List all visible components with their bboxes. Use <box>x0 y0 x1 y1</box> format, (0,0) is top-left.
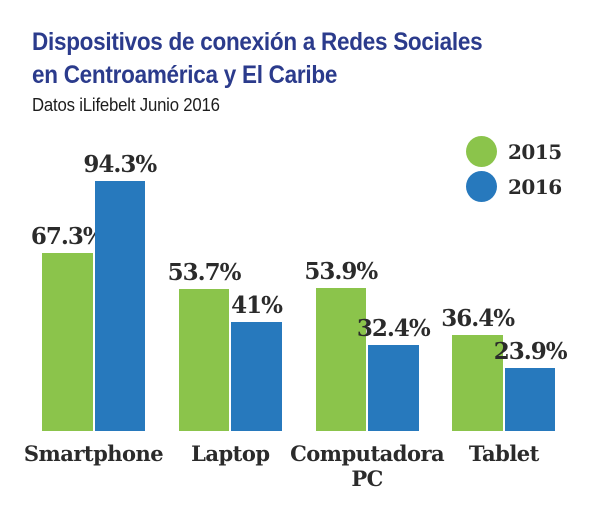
bar-group-laptop: 53.7% 41% <box>168 261 283 431</box>
category-label-tablet: Tablet <box>468 441 539 466</box>
bar-2015 <box>178 288 230 431</box>
bar-value-label: 23.9% <box>493 337 568 365</box>
bar-column: 41% <box>231 292 283 431</box>
bar-group-tablet: 36.4% 23.9% <box>441 307 568 431</box>
bar-2016 <box>504 367 556 431</box>
bar-2016 <box>231 322 282 431</box>
bar-group-smartphone: 67.3% 94.3% <box>31 153 157 431</box>
bar-column: 32.4% <box>357 317 431 431</box>
chart-header: Dispositivos de conexión a Redes Sociale… <box>32 26 532 116</box>
legend-item-2015: 2015 <box>466 136 562 167</box>
bar-value-label: 67.3% <box>30 222 105 250</box>
bar-2015 <box>42 252 93 431</box>
legend-label-2015: 2015 <box>508 139 562 164</box>
bar-column: 94.3% <box>83 153 157 431</box>
category-label-computadora-pc: Computadora PC <box>290 441 445 492</box>
bar-value-label: 41% <box>231 292 283 320</box>
bar-value-label: 32.4% <box>356 315 431 343</box>
legend-swatch-2016 <box>466 171 497 202</box>
bar-column: 67.3% <box>31 225 105 431</box>
chart-title-line2: en Centroamérica y El Caribe <box>32 61 338 89</box>
legend-swatch-2015 <box>466 136 497 167</box>
bar-value-label: 53.7% <box>167 258 242 286</box>
bar-2016 <box>94 181 145 431</box>
plot-area: 67.3% 94.3% Smartphone 53.7% 41% Laptop 53.9% 3… <box>24 153 568 491</box>
bar-value-label: 36.4% <box>441 304 515 332</box>
bar-2015 <box>452 334 503 431</box>
bar-column: 36.4% <box>441 307 515 431</box>
bar-value-label: 94.3% <box>83 151 157 179</box>
bar-value-label: 53.9% <box>304 258 378 286</box>
bar-2016 <box>368 345 419 431</box>
category-label-laptop: Laptop <box>191 441 270 466</box>
bar-column: 23.9% <box>494 340 568 431</box>
legend: 2015 2016 <box>466 136 562 202</box>
bar-group-computadora-pc: 53.9% 32.4% <box>304 260 431 431</box>
chart-subtitle: Datos iLifebelt Junio 2016 <box>32 95 220 115</box>
bar-column: 53.7% <box>168 261 241 431</box>
legend-label-2016: 2016 <box>508 174 562 199</box>
category-label-smartphone: Smartphone <box>23 441 164 466</box>
legend-item-2016: 2016 <box>466 171 562 202</box>
bar-column: 53.9% <box>304 260 378 431</box>
bar-2015 <box>315 288 367 431</box>
chart-title-line1: Dispositivos de conexión a Redes Sociale… <box>32 28 483 56</box>
